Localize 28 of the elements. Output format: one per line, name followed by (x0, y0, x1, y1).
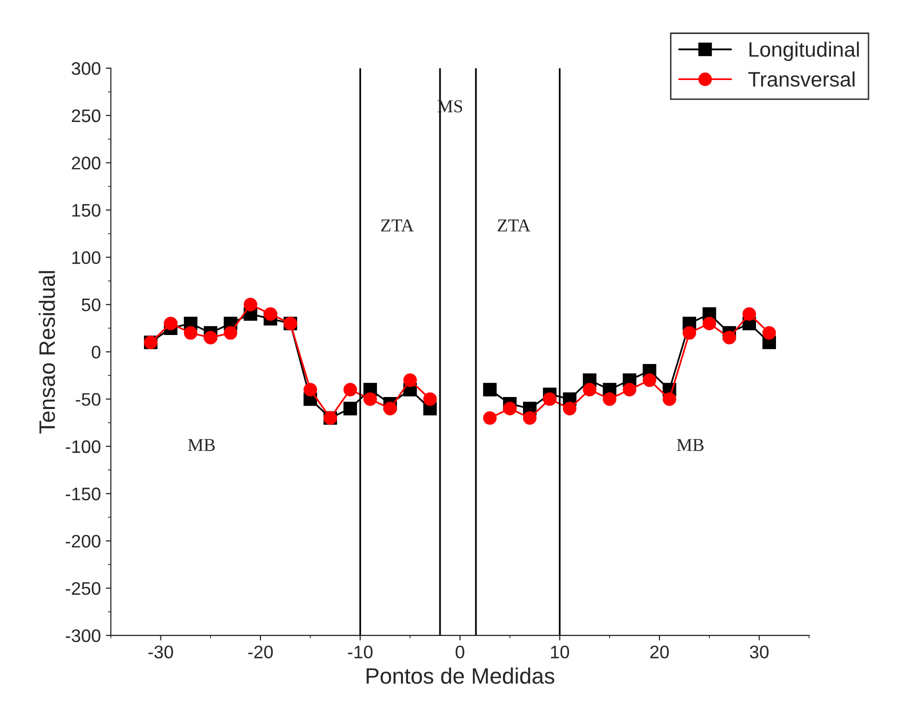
y-tick-label: 150 (72, 204, 100, 217)
y-tick-label: -200 (66, 534, 100, 548)
annotation: MB (188, 439, 215, 451)
x-tick-label: -20 (248, 646, 273, 658)
x-tick-label: 30 (750, 646, 769, 658)
x-tick-label: 20 (650, 646, 669, 658)
y-axis-title: Tensao Residual (38, 271, 56, 434)
legend-label: Longitudinal (750, 42, 859, 62)
y-tick-label: 50 (82, 298, 100, 312)
x-tick-label: 0 (456, 646, 464, 658)
y-tick-label: 0 (92, 346, 100, 359)
x-tick-label: -10 (348, 646, 373, 658)
y-tick-label: 100 (72, 251, 100, 264)
y-tick-label: 250 (72, 109, 100, 122)
annotation: ZTA (498, 219, 530, 232)
annotation: ZTA (381, 219, 414, 232)
y-tick-label: -250 (66, 582, 100, 595)
y-tick-label: -150 (66, 488, 100, 500)
y-tick-label: -50 (76, 393, 100, 406)
x-tick-label: -30 (148, 646, 174, 658)
y-tick-label: -300 (66, 629, 100, 642)
legend-label: Transversal (748, 71, 854, 87)
x-axis-title: Pontos de Medidas (366, 668, 554, 684)
x-tick-label: 10 (551, 646, 570, 658)
annotation: MB (676, 439, 704, 451)
y-tick-label: -100 (66, 440, 100, 454)
y-tick-label: 200 (72, 156, 100, 170)
y-tick-label: 300 (72, 62, 100, 75)
